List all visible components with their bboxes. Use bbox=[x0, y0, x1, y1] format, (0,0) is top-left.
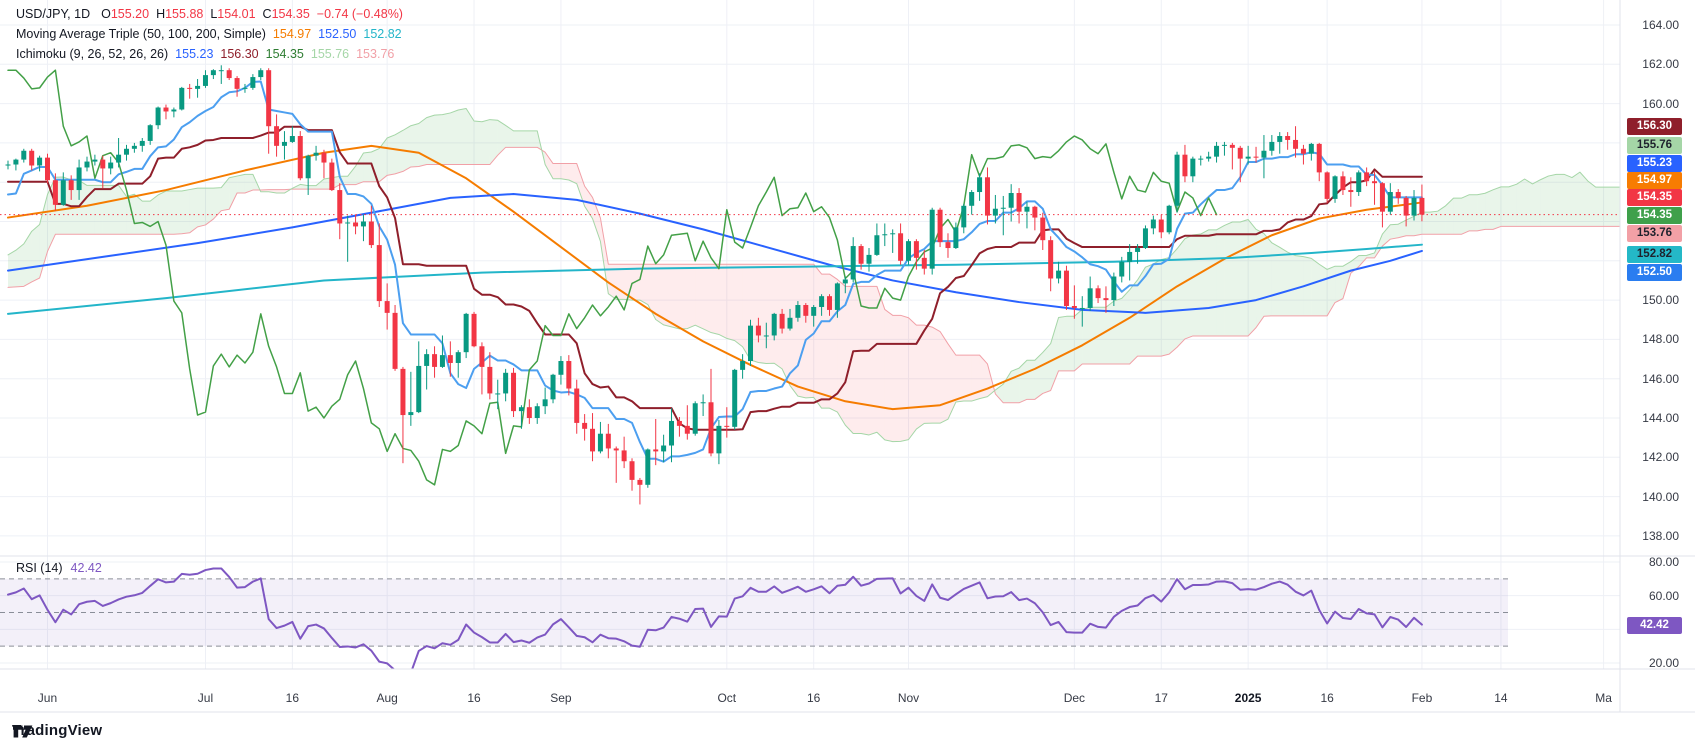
change-value: −0.74 (−0.48%) bbox=[316, 7, 403, 21]
price-axis[interactable]: 164.00 162.00 160.00 150.00 148.00 146.00 144.… bbox=[1620, 0, 1695, 712]
price-badge: 153.76 bbox=[1627, 224, 1682, 242]
time-axis-label: Jun bbox=[37, 691, 58, 705]
ichimoku-senkou-a-line bbox=[7, 108, 1620, 443]
price-badge: 154.35 bbox=[1627, 188, 1682, 206]
pane-borders bbox=[0, 0, 1695, 713]
symbol-title: USD/JPY, 1D bbox=[16, 7, 91, 21]
time-axis-label: Nov bbox=[897, 691, 920, 705]
ichimoku-value: 155.23 bbox=[175, 47, 214, 61]
ohlc-c-value: C154.35 bbox=[262, 7, 310, 21]
price-axis-label: 164.00 bbox=[1642, 18, 1679, 32]
price-badge: 154.97 bbox=[1627, 171, 1682, 189]
time-axis-label: 16 bbox=[285, 691, 300, 705]
time-axis-label: 16 bbox=[1320, 691, 1334, 705]
ichimoku-value: 154.35 bbox=[265, 47, 304, 61]
rsi-legend-row[interactable]: RSI (14) 42.42 bbox=[16, 561, 102, 575]
ichimoku-kijun-line bbox=[7, 125, 1423, 431]
ohlc-h-value: H155.88 bbox=[156, 7, 204, 21]
time-axis-label: Oct bbox=[717, 691, 737, 705]
time-axis-label: 2025 bbox=[1234, 691, 1262, 705]
tradingview-logo[interactable]: TradingView bbox=[12, 722, 102, 739]
time-axis-label: Feb bbox=[1411, 691, 1433, 705]
ichimoku-senkou-b-line bbox=[7, 146, 1620, 404]
time-axis-label: 14 bbox=[1494, 691, 1508, 705]
rsi-axis-label: 20.00 bbox=[1648, 655, 1679, 670]
price-axis-label: 140.00 bbox=[1642, 489, 1679, 504]
ma-value: 152.50 bbox=[318, 27, 357, 41]
time-axis-label: 16 bbox=[807, 691, 821, 705]
sma200-line bbox=[7, 243, 1423, 315]
rsi-line bbox=[7, 567, 1423, 669]
ma-value: 152.82 bbox=[363, 27, 402, 41]
symbol-legend-row[interactable]: USD/JPY, 1D O155.20 H155.88 L154.01 C154.35−… bbox=[16, 4, 403, 24]
ma-value: 154.97 bbox=[272, 27, 312, 41]
price-axis-label: 144.00 bbox=[1642, 411, 1679, 425]
ohlc-l-value: L154.01 bbox=[210, 7, 256, 21]
rsi-value: 42.42 bbox=[70, 561, 102, 575]
price-badge: 155.76 bbox=[1627, 136, 1682, 154]
time-axis-label: Sep bbox=[550, 691, 572, 705]
ohlc-values: O155.20 H155.88 L154.01 C154.35 bbox=[94, 7, 310, 21]
main-legend: USD/JPY, 1D O155.20 H155.88 L154.01 C154.35−… bbox=[16, 4, 403, 64]
ichimoku-chikou-line bbox=[7, 69, 1218, 486]
price-badge: 156.30 bbox=[1627, 117, 1682, 135]
price-axis-label: 160.00 bbox=[1642, 96, 1679, 111]
price-axis-label: 138.00 bbox=[1642, 528, 1679, 543]
ichimoku-value: 155.76 bbox=[310, 47, 350, 61]
price-badge: 155.23 bbox=[1627, 154, 1682, 172]
ichimoku-indicator-title: Ichimoku (9, 26, 52, 26, 26) bbox=[16, 47, 169, 61]
ichimoku-value: 156.30 bbox=[220, 47, 259, 61]
ichimoku-values: 155.23 156.30 154.35 155.76 153.76 bbox=[168, 47, 394, 61]
rsi-value-badge: 42.42 bbox=[1627, 616, 1682, 634]
price-axis-label: 146.00 bbox=[1642, 371, 1679, 386]
price-axis-label: 148.00 bbox=[1642, 332, 1679, 347]
time-axis-label: Dec bbox=[1063, 691, 1086, 705]
price-badge: 154.35 bbox=[1627, 206, 1682, 224]
ma-indicator-title: Moving Average Triple (50, 100, 200, Sim… bbox=[16, 27, 266, 41]
price-badge: 152.82 bbox=[1627, 245, 1682, 263]
tradingview-logo-text: TradingView bbox=[12, 722, 103, 739]
rsi-axis-label: 80.00 bbox=[1648, 555, 1679, 569]
sma50-line bbox=[7, 144, 1423, 411]
ohlc-o-value: O155.20 bbox=[101, 7, 150, 21]
time-axis-label: Ma bbox=[1595, 691, 1612, 705]
time-axis-label: Jul bbox=[197, 691, 214, 705]
price-axis-label: 142.00 bbox=[1642, 450, 1679, 465]
time-axis-label: 16 bbox=[467, 691, 481, 705]
rsi-axis-label: 60.00 bbox=[1648, 588, 1679, 603]
ma-legend-row[interactable]: Moving Average Triple (50, 100, 200, Sim… bbox=[16, 24, 403, 44]
time-axis-label: 17 bbox=[1154, 691, 1168, 705]
ichimoku-legend-row[interactable]: Ichimoku (9, 26, 52, 26, 26) 155.23 156.30… bbox=[16, 44, 403, 64]
ma-values: 154.97 152.50 152.82 bbox=[266, 27, 402, 41]
price-badge: 152.50 bbox=[1627, 263, 1682, 281]
candles bbox=[5, 65, 1425, 505]
rsi-pane-series bbox=[0, 567, 1508, 669]
time-axis[interactable]: Jun Jul 16 Aug 16 Sep Oct 16 Nov Dec 17 2025 16 Feb 14… bbox=[0, 669, 1695, 712]
time-axis-label: Aug bbox=[376, 691, 398, 705]
ichimoku-value: 153.76 bbox=[356, 47, 395, 61]
tradingview-logo-icon bbox=[13, 725, 33, 738]
rsi-indicator-title: RSI (14) bbox=[16, 561, 63, 575]
price-axis-label: 162.00 bbox=[1642, 57, 1679, 72]
ichimoku-cloud bbox=[8, 108, 1620, 442]
price-axis-label: 150.00 bbox=[1642, 293, 1679, 308]
